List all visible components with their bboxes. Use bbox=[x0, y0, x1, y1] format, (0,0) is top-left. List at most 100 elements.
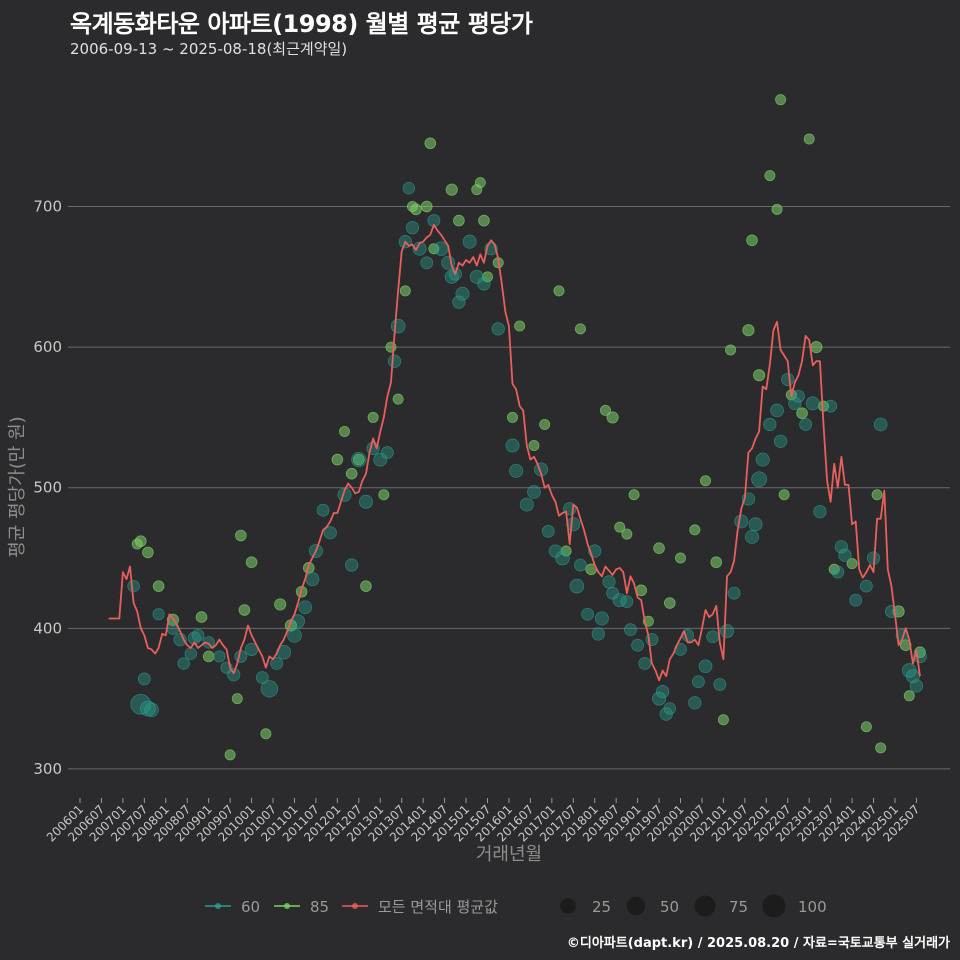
point-85 bbox=[134, 535, 147, 547]
point-60 bbox=[462, 234, 477, 249]
y-axis-ticks: 300 400 500 600 700 bbox=[33, 198, 62, 778]
point-60 bbox=[748, 517, 763, 532]
chart-title: 옥계동화타운 아파트(1998) 월별 평균 평당가 bbox=[70, 10, 533, 38]
point-60 bbox=[420, 256, 434, 270]
point-85 bbox=[238, 604, 251, 616]
point-85 bbox=[846, 558, 858, 570]
point-85 bbox=[771, 203, 783, 215]
point-60 bbox=[477, 277, 491, 291]
point-60 bbox=[813, 504, 827, 519]
legend-size-25 bbox=[560, 898, 576, 914]
point-85 bbox=[796, 407, 808, 420]
point-85 bbox=[725, 344, 737, 356]
point-60 bbox=[591, 627, 605, 641]
point-85 bbox=[810, 341, 823, 354]
point-85 bbox=[410, 203, 422, 216]
point-60 bbox=[792, 389, 805, 403]
point-60 bbox=[152, 608, 165, 621]
point-60 bbox=[351, 451, 367, 468]
legend-dot-avg bbox=[352, 903, 358, 909]
point-60 bbox=[345, 558, 359, 572]
y-tick-label: 500 bbox=[33, 479, 62, 497]
point-60 bbox=[234, 650, 248, 663]
point-85 bbox=[399, 285, 411, 297]
point-85 bbox=[606, 411, 619, 424]
point-85 bbox=[753, 369, 766, 382]
point-85 bbox=[274, 598, 287, 611]
point-60 bbox=[631, 638, 645, 652]
point-60 bbox=[144, 702, 159, 718]
point-85 bbox=[778, 489, 790, 501]
point-85 bbox=[528, 440, 540, 452]
point-85 bbox=[353, 453, 365, 466]
point-60 bbox=[405, 220, 420, 235]
point-85 bbox=[245, 556, 258, 569]
point-85 bbox=[614, 521, 626, 533]
point-60 bbox=[255, 671, 269, 684]
point-60 bbox=[788, 396, 802, 411]
series-60-points bbox=[127, 182, 927, 721]
point-85 bbox=[445, 183, 458, 196]
point-60 bbox=[688, 696, 702, 710]
point-60 bbox=[287, 628, 302, 643]
point-60 bbox=[184, 647, 198, 660]
point-60 bbox=[541, 524, 555, 538]
point-60 bbox=[698, 659, 713, 674]
point-85 bbox=[903, 690, 915, 702]
point-60 bbox=[751, 471, 768, 488]
point-60 bbox=[799, 418, 813, 431]
point-60 bbox=[824, 399, 838, 413]
legend-size-50 bbox=[626, 896, 646, 916]
point-60 bbox=[594, 611, 609, 626]
point-60 bbox=[469, 269, 484, 284]
point-60 bbox=[270, 657, 284, 670]
point-60 bbox=[727, 586, 741, 600]
point-60 bbox=[805, 396, 820, 411]
point-60 bbox=[838, 548, 852, 562]
legend-label-60: 60 bbox=[241, 898, 260, 916]
point-85 bbox=[231, 693, 243, 705]
point-85 bbox=[860, 721, 872, 733]
point-60 bbox=[773, 434, 788, 448]
point-85 bbox=[871, 489, 883, 501]
legend-label-avg: 모든 면적대 평균값 bbox=[378, 898, 498, 916]
point-85 bbox=[378, 489, 390, 501]
point-85 bbox=[775, 94, 787, 106]
point-85 bbox=[663, 597, 676, 609]
point-85 bbox=[260, 728, 272, 740]
y-tick-label: 600 bbox=[33, 338, 62, 356]
point-60 bbox=[505, 438, 520, 453]
point-60 bbox=[873, 417, 888, 432]
point-60 bbox=[706, 630, 720, 644]
point-85 bbox=[689, 524, 701, 536]
point-60 bbox=[412, 241, 427, 256]
point-85 bbox=[553, 285, 565, 297]
point-85 bbox=[195, 611, 208, 623]
point-60 bbox=[555, 550, 570, 566]
point-60 bbox=[719, 624, 734, 639]
point-60 bbox=[227, 668, 241, 682]
point-60 bbox=[849, 593, 863, 607]
point-85 bbox=[392, 393, 404, 405]
point-60 bbox=[781, 372, 795, 387]
legend-size-75 bbox=[694, 895, 716, 917]
point-60 bbox=[909, 679, 924, 693]
y-axis-label: 평균 평당가(만 원) bbox=[7, 416, 28, 557]
point-85 bbox=[628, 489, 640, 501]
point-60 bbox=[744, 529, 760, 544]
point-60 bbox=[323, 526, 337, 540]
point-60 bbox=[574, 558, 587, 572]
series-avg-line bbox=[108, 223, 921, 682]
point-60 bbox=[624, 623, 637, 637]
point-85 bbox=[331, 453, 344, 466]
legend-size-label: 75 bbox=[729, 898, 748, 916]
legend-size-label: 50 bbox=[660, 898, 679, 916]
point-85 bbox=[710, 556, 723, 569]
point-60 bbox=[602, 575, 616, 589]
point-85 bbox=[675, 552, 687, 564]
point-60 bbox=[569, 578, 585, 594]
point-60 bbox=[380, 446, 394, 459]
point-60 bbox=[831, 565, 845, 579]
point-60 bbox=[213, 650, 226, 663]
point-60 bbox=[519, 497, 534, 512]
